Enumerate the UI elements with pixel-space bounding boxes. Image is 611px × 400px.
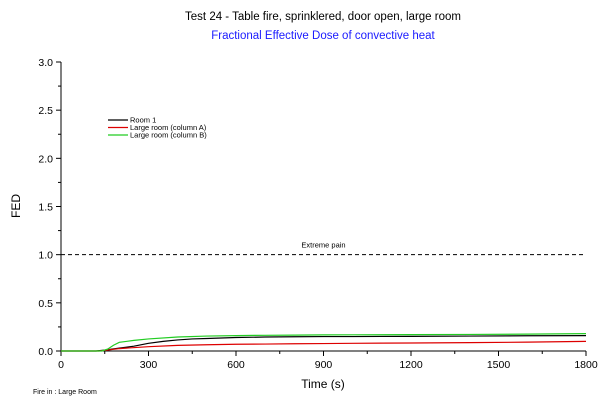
y-tick-label: 0.0 xyxy=(38,346,53,358)
legend-label: Large room (column B) xyxy=(130,131,207,140)
series-lines xyxy=(61,333,587,352)
x-tick-label: 300 xyxy=(140,359,158,371)
y-tick-label: 2.0 xyxy=(38,153,53,165)
x-tick-label: 600 xyxy=(227,359,245,371)
y-axis-label: FED xyxy=(9,194,23,218)
y-tick-label: 2.5 xyxy=(38,105,53,117)
x-tick-label: 0 xyxy=(58,359,64,371)
x-tick-label: 900 xyxy=(315,359,333,371)
chart-title: Test 24 - Table fire, sprinklered, door … xyxy=(185,11,461,23)
legend-label: Room 1 xyxy=(130,116,156,125)
y-tick-label: 0.5 xyxy=(38,298,53,310)
x-tick-label: 1200 xyxy=(399,359,423,371)
x-tick-label: 1500 xyxy=(487,359,511,371)
chart-subtitle: Fractional Effective Dose of convective … xyxy=(211,30,435,42)
y-tick-label: 1.5 xyxy=(38,202,53,214)
x-ticks: 0 300 600 900 1200 1500 1800 xyxy=(58,351,598,371)
legend-label: Large room (column A) xyxy=(130,123,207,132)
extreme-pain-label: Extreme pain xyxy=(301,241,345,250)
footnote: Fire in : Large Room xyxy=(33,389,97,396)
reference-lines: Extreme pain xyxy=(61,241,586,256)
series-line-2 xyxy=(61,340,587,352)
y-tick-label: 1.0 xyxy=(38,250,53,262)
y-tick-label: 3.0 xyxy=(38,57,53,69)
plot-frame xyxy=(60,62,586,352)
y-ticks: 0.0 0.5 1.0 1.5 2.0 2.5 3.0 xyxy=(38,57,61,358)
x-tick-label: 1800 xyxy=(574,359,598,371)
x-axis-label: Time (s) xyxy=(301,377,345,391)
series-line-3 xyxy=(61,333,587,352)
